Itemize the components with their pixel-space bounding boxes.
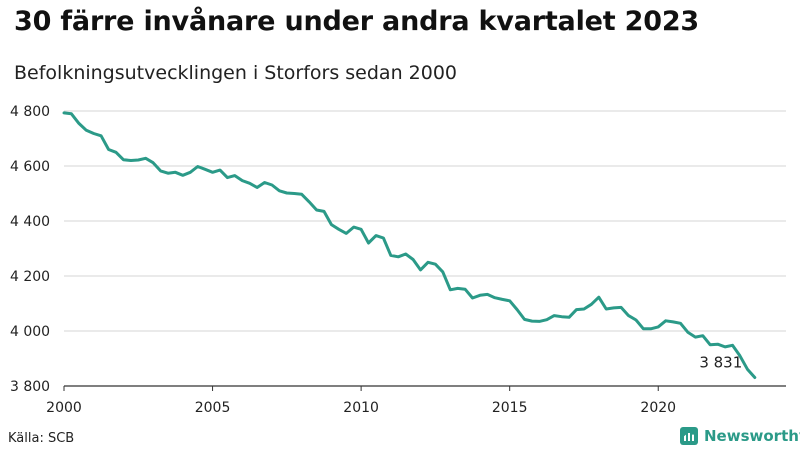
y-tick-label: 4 000	[10, 324, 50, 340]
y-tick-label: 3 800	[10, 379, 50, 395]
x-tick-label: 2010	[343, 400, 379, 416]
gridlines	[64, 110, 786, 387]
y-tick-label: 4 200	[10, 269, 50, 285]
y-tick-label: 4 800	[10, 104, 50, 120]
bar-chart-icon	[680, 427, 698, 445]
x-axis-ticks: 2000 2005 2010 2015 2020	[46, 386, 676, 416]
series-line	[62, 111, 757, 379]
end-value-label: 3 831	[699, 353, 742, 371]
series-layer	[62, 111, 757, 379]
y-tick-label: 4 600	[10, 159, 50, 175]
data-labels: 3 831	[699, 353, 742, 371]
brand-name: Newsworthy	[704, 427, 800, 445]
y-tick-label: 4 400	[10, 214, 50, 230]
x-tick-label: 2015	[492, 400, 528, 416]
x-tick-label: 2005	[195, 400, 231, 416]
y-axis-ticks: 3 800 4 000 4 200 4 400 4 600 4 800	[10, 104, 50, 395]
source-note: Källa: SCB	[8, 431, 75, 446]
x-tick-label: 2020	[640, 400, 676, 416]
brand-logo: Newsworthy	[680, 427, 800, 445]
chart-subtitle: Befolkningsutvecklingen i Storfors sedan…	[14, 62, 458, 84]
chart-title: 30 färre invånare under andra kvartalet …	[14, 6, 699, 37]
x-tick-label: 2000	[46, 400, 82, 416]
